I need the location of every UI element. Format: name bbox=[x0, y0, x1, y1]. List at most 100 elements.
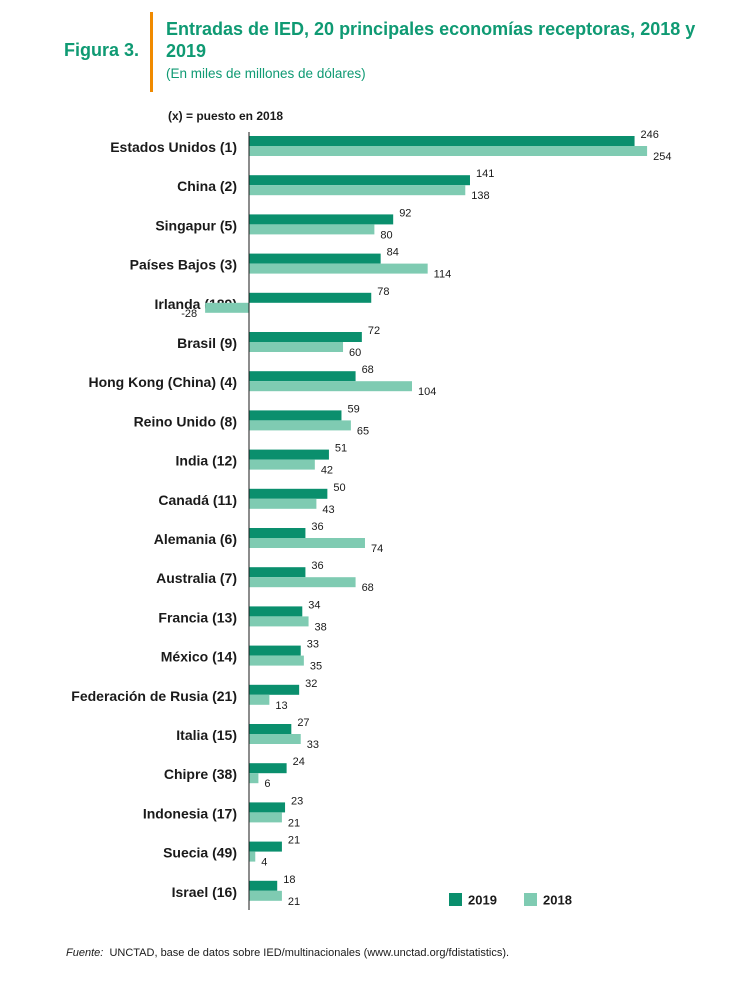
value-label-2018: 254 bbox=[653, 151, 671, 163]
category-label: Países Bajos (3) bbox=[130, 257, 237, 273]
value-label-2018: 74 bbox=[371, 543, 383, 555]
value-label-2019: 27 bbox=[297, 717, 309, 729]
value-label-2018: 13 bbox=[275, 700, 287, 712]
value-label-2019: 72 bbox=[368, 325, 380, 337]
bar-2019 bbox=[249, 528, 306, 538]
bar-2019 bbox=[249, 253, 381, 264]
bar-2018 bbox=[249, 263, 428, 274]
category-label: Alemania (6) bbox=[154, 531, 237, 547]
value-label-2019: 18 bbox=[283, 874, 295, 886]
category-label: Chipre (38) bbox=[164, 766, 237, 782]
bar-2019 bbox=[249, 136, 635, 146]
source-label: Fuente: bbox=[66, 947, 104, 959]
bar-2018 bbox=[249, 146, 648, 156]
legend-label-2019: 2019 bbox=[468, 893, 497, 908]
category-label: Estados Unidos (1) bbox=[110, 139, 237, 155]
chart-title: Entradas de IED, 20 principales economía… bbox=[166, 19, 696, 61]
bar-2019 bbox=[249, 292, 372, 303]
category-label: Suecia (49) bbox=[163, 845, 237, 861]
bar-2018 bbox=[249, 851, 256, 862]
value-label-2019: 51 bbox=[335, 443, 347, 455]
category-label: Federación de Rusia (21) bbox=[71, 688, 237, 704]
category-label: Reino Unido (8) bbox=[134, 413, 237, 429]
category-label: Francia (13) bbox=[158, 609, 237, 625]
bar-2018 bbox=[249, 773, 259, 784]
bar-2019 bbox=[249, 214, 394, 225]
value-label-2019: 24 bbox=[293, 756, 305, 768]
chart-subtitle: (En miles de millones de dólares) bbox=[166, 66, 366, 81]
value-label-2018: 35 bbox=[310, 661, 322, 673]
bar-2019 bbox=[249, 410, 342, 421]
bar-2019 bbox=[249, 332, 362, 342]
value-label-2019: 21 bbox=[288, 835, 300, 847]
category-label: Singapur (5) bbox=[155, 217, 237, 233]
value-label-2019: 36 bbox=[311, 521, 323, 533]
value-label-2018: 33 bbox=[307, 739, 319, 751]
legend-label-2018: 2018 bbox=[543, 893, 572, 908]
bar-2018 bbox=[249, 734, 301, 744]
bar-2018 bbox=[249, 420, 351, 431]
value-label-2018: 43 bbox=[322, 504, 334, 516]
bar-2018 bbox=[249, 538, 365, 548]
value-label-2019: 68 bbox=[362, 364, 374, 376]
bar-2018 bbox=[249, 616, 309, 627]
bar-2019 bbox=[249, 449, 329, 460]
bar-2019 bbox=[249, 175, 470, 186]
category-label: Indonesia (17) bbox=[143, 805, 237, 821]
bar-2019 bbox=[249, 371, 356, 382]
value-label-2019: 33 bbox=[307, 639, 319, 651]
value-label-2019: 141 bbox=[476, 168, 494, 180]
value-label-2018: -28 bbox=[181, 308, 197, 320]
bar-2019 bbox=[249, 802, 286, 813]
value-label-2018: 6 bbox=[264, 778, 270, 790]
bar-2018 bbox=[249, 381, 412, 392]
value-label-2019: 84 bbox=[387, 247, 399, 259]
bar-2019 bbox=[249, 724, 292, 734]
category-label: Italia (15) bbox=[176, 727, 237, 743]
value-label-2018: 65 bbox=[357, 425, 369, 437]
value-label-2019: 92 bbox=[399, 207, 411, 219]
value-label-2018: 80 bbox=[380, 229, 392, 241]
value-label-2018: 114 bbox=[434, 269, 452, 281]
category-label: México (14) bbox=[161, 649, 237, 665]
bar-2019 bbox=[249, 645, 301, 656]
category-label: Canadá (11) bbox=[158, 492, 237, 508]
bar-chart: Estados Unidos (1) 24 6 254 China (2) 141 138 S… bbox=[71, 129, 671, 910]
value-label-2018: 104 bbox=[418, 386, 436, 398]
bar-2019 bbox=[249, 684, 300, 695]
value-label-2018: 60 bbox=[349, 347, 361, 359]
value-label-2018: 21 bbox=[288, 896, 300, 908]
legend-swatch-2018 bbox=[524, 893, 537, 906]
value-label-2019: 32 bbox=[305, 678, 317, 690]
bar-2018 bbox=[249, 655, 304, 666]
value-label-2019: 59 bbox=[347, 403, 359, 415]
bar-2018 bbox=[249, 459, 315, 470]
figure-label: Figura 3. bbox=[64, 40, 140, 60]
value-label-2018: 68 bbox=[362, 582, 374, 594]
bar-2019 bbox=[249, 841, 282, 852]
value-label-2018: 42 bbox=[321, 465, 333, 477]
rank-note: (x) = puesto en 2018 bbox=[168, 109, 284, 123]
source-text: UNCTAD, base de datos sobre IED/multinac… bbox=[109, 947, 510, 959]
legend-swatch-2019 bbox=[449, 893, 462, 906]
value-label-2018: 21 bbox=[288, 817, 300, 829]
source-note: Fuente: UNCTAD, base de datos sobre IED/… bbox=[66, 947, 509, 959]
bar-2019 bbox=[249, 567, 306, 578]
category-label: Israel (16) bbox=[172, 884, 237, 900]
value-label-2018: 4 bbox=[261, 857, 267, 869]
title-accent-bar bbox=[150, 12, 153, 92]
bar-2018 bbox=[249, 694, 270, 705]
value-label-2019: 36 bbox=[311, 560, 323, 572]
category-label: China (2) bbox=[177, 178, 237, 194]
value-label-2018: 38 bbox=[315, 621, 327, 633]
bar-2018 bbox=[249, 812, 282, 823]
bar-2019 bbox=[249, 488, 328, 499]
category-label: India (12) bbox=[176, 453, 237, 469]
bar-2018 bbox=[205, 302, 249, 313]
bar-2019 bbox=[249, 880, 278, 891]
value-label-2019: 50 bbox=[333, 482, 345, 494]
value-label-2018: 138 bbox=[471, 190, 489, 202]
category-label: Australia (7) bbox=[156, 570, 237, 586]
bar-2018 bbox=[249, 577, 356, 588]
bar-2018 bbox=[249, 185, 466, 196]
